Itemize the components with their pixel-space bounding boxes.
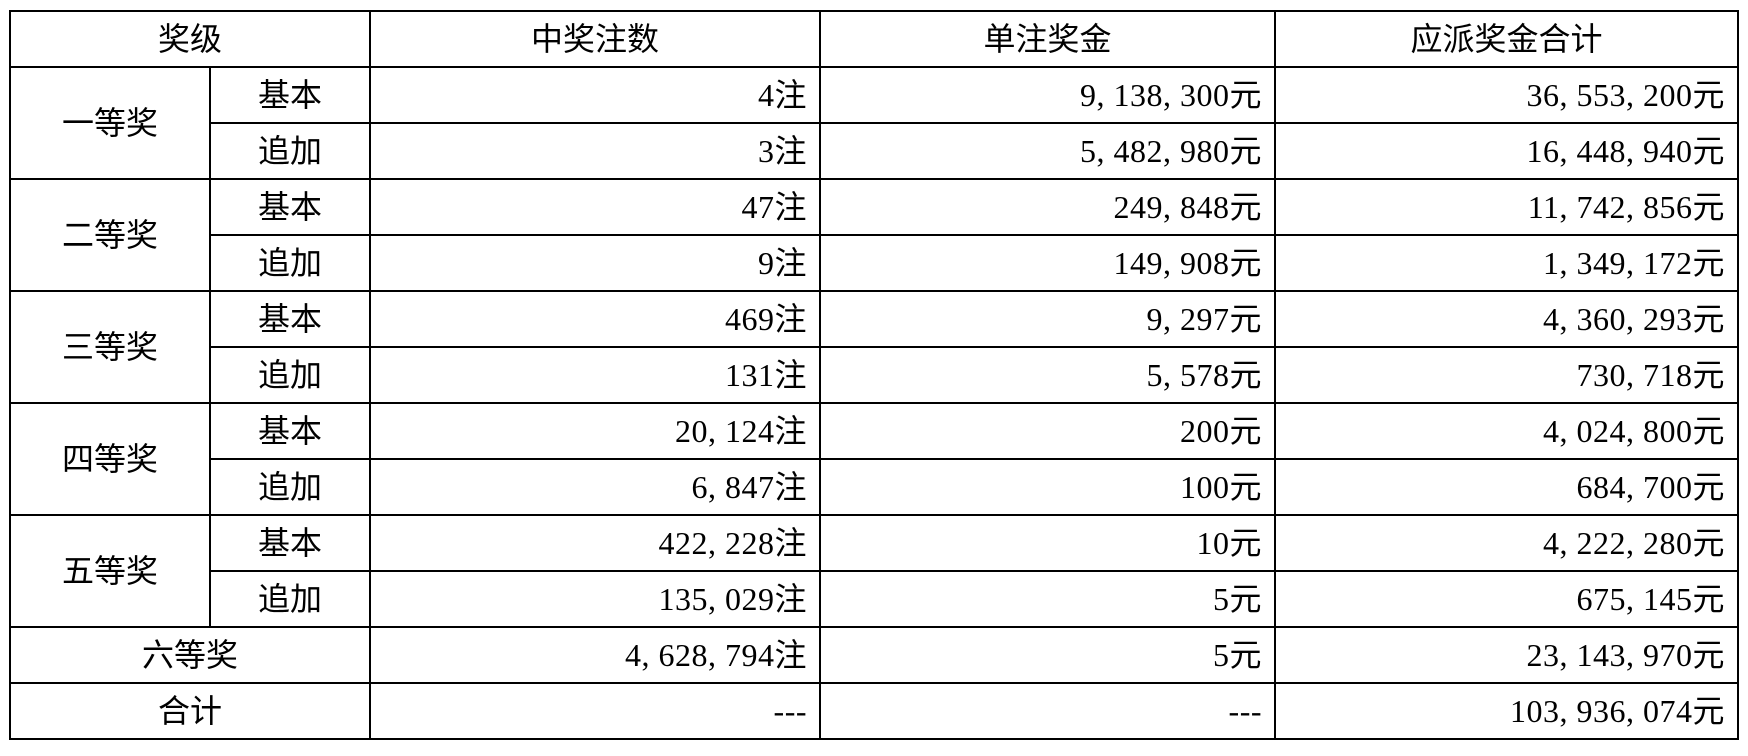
- total-cell: 684, 700元: [1275, 459, 1738, 515]
- tier-name: 三等奖: [10, 291, 210, 403]
- per-cell: 9, 138, 300元: [820, 67, 1275, 123]
- subtype: 基本: [210, 515, 370, 571]
- total-cell: 36, 553, 200元: [1275, 67, 1738, 123]
- prize-table: 奖级 中奖注数 单注奖金 应派奖金合计 一等奖 基本 4注 9, 138, 30…: [9, 10, 1739, 740]
- total-cell: 4, 222, 280元: [1275, 515, 1738, 571]
- subtype: 基本: [210, 291, 370, 347]
- total-cell: 1, 349, 172元: [1275, 235, 1738, 291]
- subtype: 基本: [210, 403, 370, 459]
- table-row: 三等奖 基本 469注 9, 297元 4, 360, 293元: [10, 291, 1738, 347]
- per-cell: 100元: [820, 459, 1275, 515]
- subtype: 追加: [210, 123, 370, 179]
- total-cell: 675, 145元: [1275, 571, 1738, 627]
- table-row: 一等奖 基本 4注 9, 138, 300元 36, 553, 200元: [10, 67, 1738, 123]
- subtype: 追加: [210, 459, 370, 515]
- total-cell: 11, 742, 856元: [1275, 179, 1738, 235]
- table-row: 追加 131注 5, 578元 730, 718元: [10, 347, 1738, 403]
- total-cell: 103, 936, 074元: [1275, 683, 1738, 739]
- header-row: 奖级 中奖注数 单注奖金 应派奖金合计: [10, 11, 1738, 67]
- total-cell: 730, 718元: [1275, 347, 1738, 403]
- sum-label: 合计: [10, 683, 370, 739]
- count-cell: 3注: [370, 123, 820, 179]
- subtype: 基本: [210, 179, 370, 235]
- sum-row: 合计 --- --- 103, 936, 074元: [10, 683, 1738, 739]
- tier-name: 二等奖: [10, 179, 210, 291]
- per-cell: 200元: [820, 403, 1275, 459]
- count-cell: 469注: [370, 291, 820, 347]
- subtype: 追加: [210, 571, 370, 627]
- header-count: 中奖注数: [370, 11, 820, 67]
- tier-name: 四等奖: [10, 403, 210, 515]
- table-row: 二等奖 基本 47注 249, 848元 11, 742, 856元: [10, 179, 1738, 235]
- header-tier: 奖级: [10, 11, 370, 67]
- per-cell: 5, 482, 980元: [820, 123, 1275, 179]
- subtype: 基本: [210, 67, 370, 123]
- count-cell: 135, 029注: [370, 571, 820, 627]
- count-cell: 20, 124注: [370, 403, 820, 459]
- count-cell: 131注: [370, 347, 820, 403]
- table-row: 追加 135, 029注 5元 675, 145元: [10, 571, 1738, 627]
- header-total: 应派奖金合计: [1275, 11, 1738, 67]
- per-cell: 249, 848元: [820, 179, 1275, 235]
- table-row: 追加 6, 847注 100元 684, 700元: [10, 459, 1738, 515]
- total-cell: 4, 360, 293元: [1275, 291, 1738, 347]
- tier-name: 六等奖: [10, 627, 370, 683]
- table-row: 六等奖 4, 628, 794注 5元 23, 143, 970元: [10, 627, 1738, 683]
- count-cell: 47注: [370, 179, 820, 235]
- per-cell: 9, 297元: [820, 291, 1275, 347]
- count-cell: 9注: [370, 235, 820, 291]
- per-cell: ---: [820, 683, 1275, 739]
- per-cell: 5, 578元: [820, 347, 1275, 403]
- total-cell: 16, 448, 940元: [1275, 123, 1738, 179]
- table-row: 追加 9注 149, 908元 1, 349, 172元: [10, 235, 1738, 291]
- count-cell: 4注: [370, 67, 820, 123]
- count-cell: ---: [370, 683, 820, 739]
- total-cell: 4, 024, 800元: [1275, 403, 1738, 459]
- tier-name: 五等奖: [10, 515, 210, 627]
- total-cell: 23, 143, 970元: [1275, 627, 1738, 683]
- per-cell: 149, 908元: [820, 235, 1275, 291]
- per-cell: 10元: [820, 515, 1275, 571]
- subtype: 追加: [210, 347, 370, 403]
- per-cell: 5元: [820, 627, 1275, 683]
- count-cell: 6, 847注: [370, 459, 820, 515]
- count-cell: 422, 228注: [370, 515, 820, 571]
- count-cell: 4, 628, 794注: [370, 627, 820, 683]
- tier-name: 一等奖: [10, 67, 210, 179]
- per-cell: 5元: [820, 571, 1275, 627]
- table-row: 四等奖 基本 20, 124注 200元 4, 024, 800元: [10, 403, 1738, 459]
- subtype: 追加: [210, 235, 370, 291]
- header-per: 单注奖金: [820, 11, 1275, 67]
- table-row: 五等奖 基本 422, 228注 10元 4, 222, 280元: [10, 515, 1738, 571]
- table-row: 追加 3注 5, 482, 980元 16, 448, 940元: [10, 123, 1738, 179]
